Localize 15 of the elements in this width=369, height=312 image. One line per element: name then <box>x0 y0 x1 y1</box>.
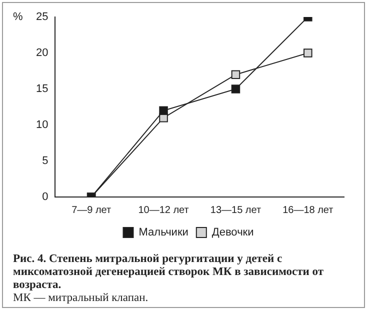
x-tick-label: 13—15 лет <box>210 204 262 216</box>
y-tick-label: 10 <box>36 119 48 132</box>
y-tick-label: 15 <box>36 83 48 96</box>
x-tick-label: 7—9 лет <box>72 204 112 216</box>
text: МК — митральный клапан. <box>13 292 150 305</box>
y-tick-label: 25 <box>36 11 48 24</box>
y-axis-title: % <box>13 11 23 24</box>
y-tick-label: 5 <box>42 155 48 168</box>
x-tick-label: 10—12 лет <box>138 204 190 216</box>
text: Рис. 4. Степень митральной регургитации у детей с миксоматозной дегенерацией створок МК в зависимости от возраста. <box>13 253 325 292</box>
y-tick-label: 20 <box>36 47 48 60</box>
legend-label: Девочки <box>212 226 254 239</box>
y-tick-label: 0 <box>42 191 48 204</box>
legend-label: Мальчики <box>138 226 188 239</box>
x-tick-label: 16—18 лет <box>282 204 334 216</box>
